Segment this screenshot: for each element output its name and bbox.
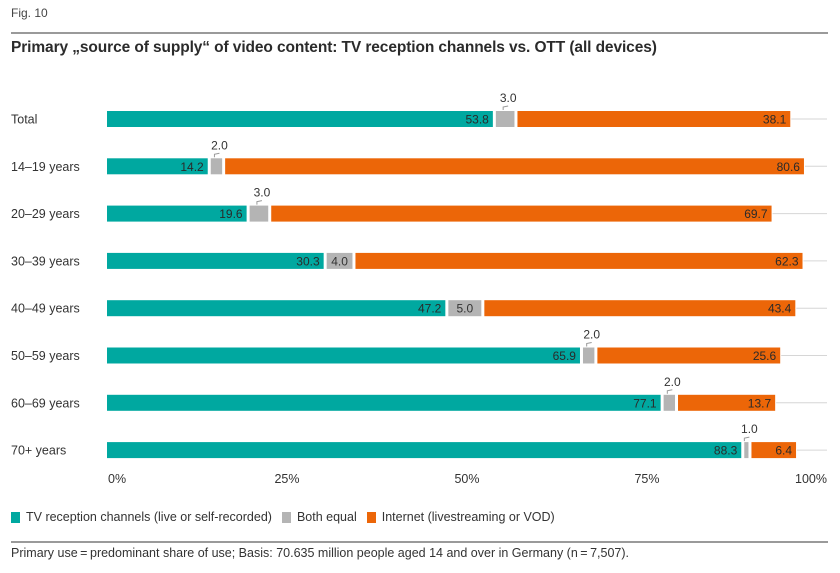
- bar-label-tv: 30.3: [296, 254, 320, 268]
- chart-title: Primary „source of supply“ of video cont…: [11, 39, 657, 56]
- bar-labels: 53.8 3.0 38.1 14.2 2.0 80.6 19.6 3.0 69.7 30.3 4.0…: [180, 91, 800, 458]
- x-tick-label: 50%: [454, 472, 479, 486]
- bar-tv: [107, 394, 661, 411]
- bar-label-both: 4.0: [331, 254, 348, 268]
- category-label: 20–29 years: [11, 207, 80, 221]
- callout-bracket: [586, 342, 592, 347]
- bar-both: [744, 442, 749, 459]
- legend-label-internet: Internet (livestreaming or VOD): [381, 510, 555, 524]
- category-label: 14–19 years: [11, 160, 80, 174]
- bar-label-both: 5.0: [456, 302, 473, 316]
- bar-label-internet: 25.6: [753, 349, 777, 363]
- guide-lines: [772, 118, 827, 451]
- bar-label-tv: 53.8: [466, 113, 490, 127]
- bar-tv: [107, 205, 247, 222]
- bar-label-both: 2.0: [583, 328, 600, 342]
- bar-both: [326, 252, 353, 269]
- bar-internet: [678, 394, 776, 411]
- footer-rule: [11, 541, 828, 543]
- legend-item-both: Both equal: [281, 510, 357, 524]
- bar-both: [663, 394, 676, 411]
- bar-both: [582, 347, 595, 364]
- x-tick-label: 75%: [634, 472, 659, 486]
- bar-label-tv: 47.2: [418, 302, 442, 316]
- bar-label-tv: 19.6: [219, 207, 243, 221]
- bar-label-internet: 62.3: [775, 254, 799, 268]
- bar-internet: [517, 111, 791, 127]
- bar-both: [249, 205, 269, 222]
- bar-label-internet: 38.1: [763, 113, 787, 127]
- category-label: 60–69 years: [11, 396, 80, 410]
- bar-both: [210, 158, 223, 175]
- bar-internet: [355, 252, 803, 269]
- callout-bracket: [666, 389, 673, 394]
- bar-tv: [107, 111, 493, 127]
- x-axis-ticks: 0% 25% 50% 75% 100%: [108, 472, 827, 486]
- bar-internet: [225, 158, 804, 175]
- legend-label-tv: TV reception channels (live or self-reco…: [26, 510, 272, 524]
- category-label: 30–39 years: [11, 254, 80, 268]
- x-tick-label: 100%: [795, 472, 827, 486]
- bar-internet: [751, 442, 797, 459]
- category-label: 70+ years: [11, 444, 66, 458]
- bar-tv: [107, 442, 742, 459]
- category-label: 40–49 years: [11, 302, 80, 316]
- bar-label-internet: 6.4: [775, 444, 792, 458]
- legend-item-internet: Internet (livestreaming or VOD): [366, 510, 555, 524]
- bar-label-internet: 69.7: [744, 207, 768, 221]
- callout-bracket: [256, 200, 263, 205]
- stacked-bar-chart: 53.8 3.0 38.1 14.2 2.0 80.6 19.6 3.0 69.7 30.3 4.0…: [11, 91, 827, 486]
- bar-label-both: 2.0: [664, 375, 681, 389]
- bar-tv: [107, 158, 208, 175]
- category-label: Total: [11, 113, 37, 127]
- category-label: 50–59 years: [11, 349, 80, 363]
- bar-label-both: 1.0: [741, 422, 758, 436]
- bar-internet: [484, 300, 796, 317]
- legend: TV reception channels (live or self-reco…: [11, 510, 565, 524]
- footnote: Primary use = predominant share of use; …: [11, 546, 629, 560]
- bar-label-internet: 13.7: [748, 396, 772, 410]
- bar-label-both: 3.0: [500, 91, 517, 105]
- bar-label-tv: 77.1: [633, 396, 657, 410]
- x-tick-label: 0%: [108, 472, 126, 486]
- bar-both: [448, 300, 482, 317]
- bar-internet: [271, 205, 772, 222]
- callout-bracket: [502, 105, 509, 110]
- callout-bracket: [213, 152, 220, 158]
- bar-label-both: 3.0: [254, 186, 271, 200]
- bar-label-tv: 88.3: [714, 444, 738, 458]
- x-tick-label: 25%: [274, 472, 299, 486]
- bar-internet: [597, 347, 781, 364]
- legend-swatch-tv: [11, 511, 20, 523]
- legend-swatch-internet: [366, 511, 376, 523]
- legend-label-both: Both equal: [296, 510, 357, 524]
- top-rule: [11, 32, 828, 34]
- bar-label-tv: 14.2: [180, 160, 204, 174]
- bar-label-internet: 43.4: [768, 302, 792, 316]
- bar-both: [495, 111, 515, 127]
- bar-tv: [107, 300, 446, 317]
- bar-tv: [107, 347, 580, 364]
- category-labels: Total 14–19 years 20–29 years 30–39 years 40…: [11, 113, 80, 458]
- bars: [107, 111, 804, 459]
- legend-item-tv: TV reception channels (live or self-reco…: [11, 510, 272, 524]
- figure-label: Fig. 10: [11, 6, 48, 20]
- callout-bracket: [743, 436, 750, 442]
- bar-label-internet: 80.6: [777, 160, 801, 174]
- legend-swatch-both: [281, 511, 291, 523]
- bar-tv: [107, 252, 324, 269]
- bar-label-both: 2.0: [211, 138, 228, 152]
- bar-label-tv: 65.9: [553, 349, 577, 363]
